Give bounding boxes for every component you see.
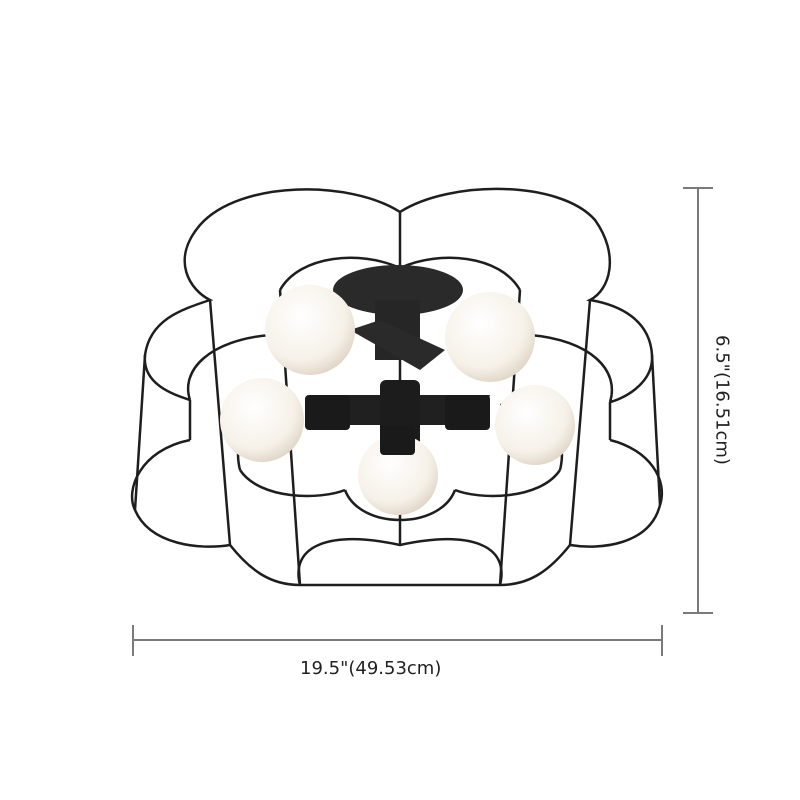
bulb-1 [265, 285, 355, 375]
dimension-lines [132, 187, 713, 656]
height-dimension-label: 6.5"(16.51cm) [711, 335, 733, 465]
bulb-3 [220, 378, 304, 462]
width-dimension-label: 19.5"(49.53cm) [300, 658, 442, 679]
bulb-2 [445, 292, 535, 382]
bulb-5 [358, 435, 438, 515]
socket-arms [305, 395, 490, 455]
bulb-4 [495, 385, 575, 465]
bulbs [220, 285, 575, 515]
